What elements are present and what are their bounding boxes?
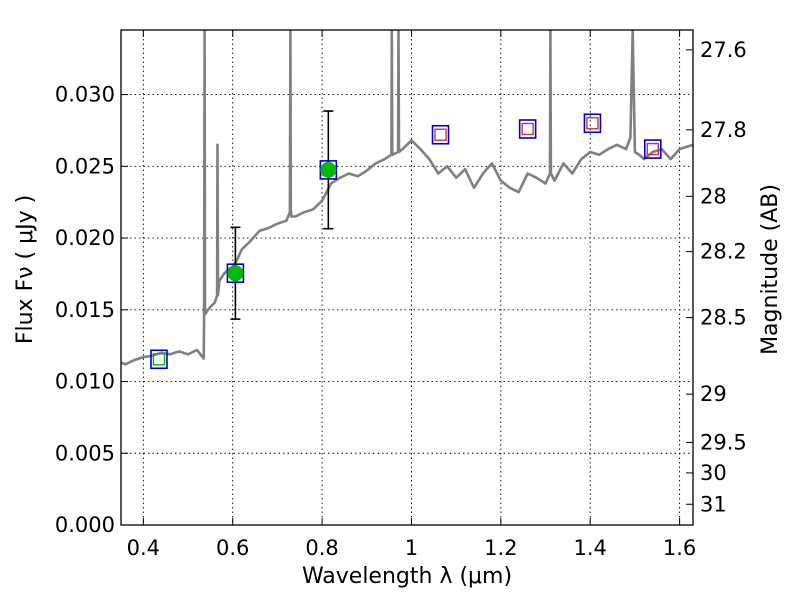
model-flux-box [150, 349, 168, 370]
x-tick-label: 1.6 [663, 536, 696, 560]
x-axis: 0.4 0.6 0.8 1 1.2 1.4 1.6 [127, 30, 696, 560]
x-tick-label: 0.8 [305, 536, 338, 560]
y2-tick-label: 28.2 [700, 240, 747, 264]
y-axis-title: Flux Fν ( μJy ) [13, 195, 38, 344]
x-axis-title: Wavelength λ (μm) [302, 564, 512, 589]
model-flux-box [643, 139, 662, 159]
y-axis-left: 0.000 0.005 0.010 0.015 0.020 0.025 0.030 [55, 83, 128, 537]
photometry-points [150, 110, 662, 370]
detection-point [227, 265, 244, 282]
y-tick-label: 0.020 [55, 226, 115, 250]
model-spectrum [121, 30, 693, 366]
model-spectrum-line [121, 30, 693, 366]
y-axis-right: 27.6 27.8 28 28.2 28.5 29 29.5 30 31 [686, 38, 747, 516]
x-tick-label: 1 [405, 536, 418, 560]
y2-axis-title: Magnitude (AB) [758, 184, 783, 355]
y2-tick-label: 27.8 [700, 118, 747, 142]
model-flux-box [583, 113, 602, 134]
upper-limit-marker [521, 122, 534, 136]
x-tick-label: 1.2 [484, 536, 517, 560]
detection-point [320, 161, 337, 178]
y2-tick-label: 29 [700, 382, 727, 406]
x-tick-label: 1.4 [574, 536, 607, 560]
upper-limit-marker [586, 117, 599, 130]
y-tick-label: 0.000 [55, 513, 115, 537]
model-box-marker [152, 353, 166, 366]
y-tick-label: 0.005 [55, 441, 115, 465]
upper-limit-marker [434, 128, 447, 141]
plot-frame [120, 29, 694, 526]
y-tick-label: 0.015 [55, 298, 115, 322]
upper-limit-marker [646, 142, 659, 156]
y2-tick-label: 31 [700, 492, 727, 516]
model-flux-box [431, 124, 450, 145]
y2-tick-label: 27.6 [700, 38, 747, 62]
y-tick-label: 0.025 [55, 154, 115, 178]
gridlines [121, 30, 693, 526]
y2-tick-label: 30 [700, 461, 727, 485]
x-tick-label: 0.4 [127, 536, 160, 560]
y-tick-label: 0.010 [55, 370, 115, 394]
model-flux-box [518, 119, 537, 139]
y2-tick-label: 28.5 [700, 306, 747, 330]
y-tick-label: 0.030 [55, 83, 115, 107]
x-tick-label: 0.6 [216, 536, 249, 560]
y2-tick-label: 29.5 [700, 430, 747, 454]
y2-tick-label: 28 [700, 184, 727, 208]
